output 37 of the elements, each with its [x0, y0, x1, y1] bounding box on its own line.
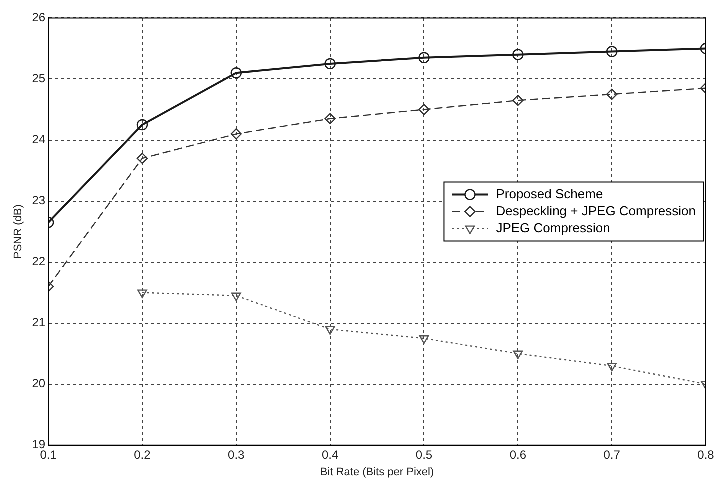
legend-label: Proposed Scheme	[496, 186, 604, 202]
y-tick-label: 26	[32, 10, 46, 25]
x-tick-label: 0.6	[510, 448, 527, 462]
y-tick-label: 21	[32, 316, 46, 330]
point	[136, 152, 148, 164]
point	[324, 58, 336, 70]
point	[324, 113, 336, 124]
y-tick-label: 24	[32, 132, 46, 147]
point	[138, 290, 148, 298]
x-tick-label: 0.4	[322, 448, 339, 462]
x-tick-label: 0.8	[698, 448, 715, 462]
x-tick-label: 0.7	[604, 448, 621, 462]
point	[418, 104, 430, 116]
point	[606, 88, 618, 100]
point	[418, 52, 430, 64]
y-tick-label: 25	[32, 72, 46, 86]
x-axis-title: Bit Rate (Bits per Pixel)	[320, 466, 434, 478]
point	[607, 362, 618, 372]
point	[513, 350, 524, 360]
point	[231, 292, 242, 302]
y-tick-label: 20	[32, 376, 46, 391]
point	[325, 326, 336, 336]
x-tick-label: 0.3	[228, 448, 246, 462]
point	[606, 46, 618, 58]
point	[136, 119, 148, 131]
y-axis-title: PSNR (dB)	[12, 204, 25, 260]
y-tick-label: 23	[32, 194, 46, 208]
x-tick-label: 0.2	[134, 448, 152, 462]
x-tick-label: 0.5	[416, 448, 433, 462]
point	[512, 94, 524, 106]
point	[512, 49, 524, 60]
point	[419, 336, 430, 344]
point	[230, 128, 242, 140]
legend-label: JPEG Compression	[496, 220, 610, 236]
legend-label: Despeckling + JPEG Compression	[496, 203, 696, 218]
y-tick-label: 22	[32, 254, 46, 269]
point	[230, 68, 242, 79]
